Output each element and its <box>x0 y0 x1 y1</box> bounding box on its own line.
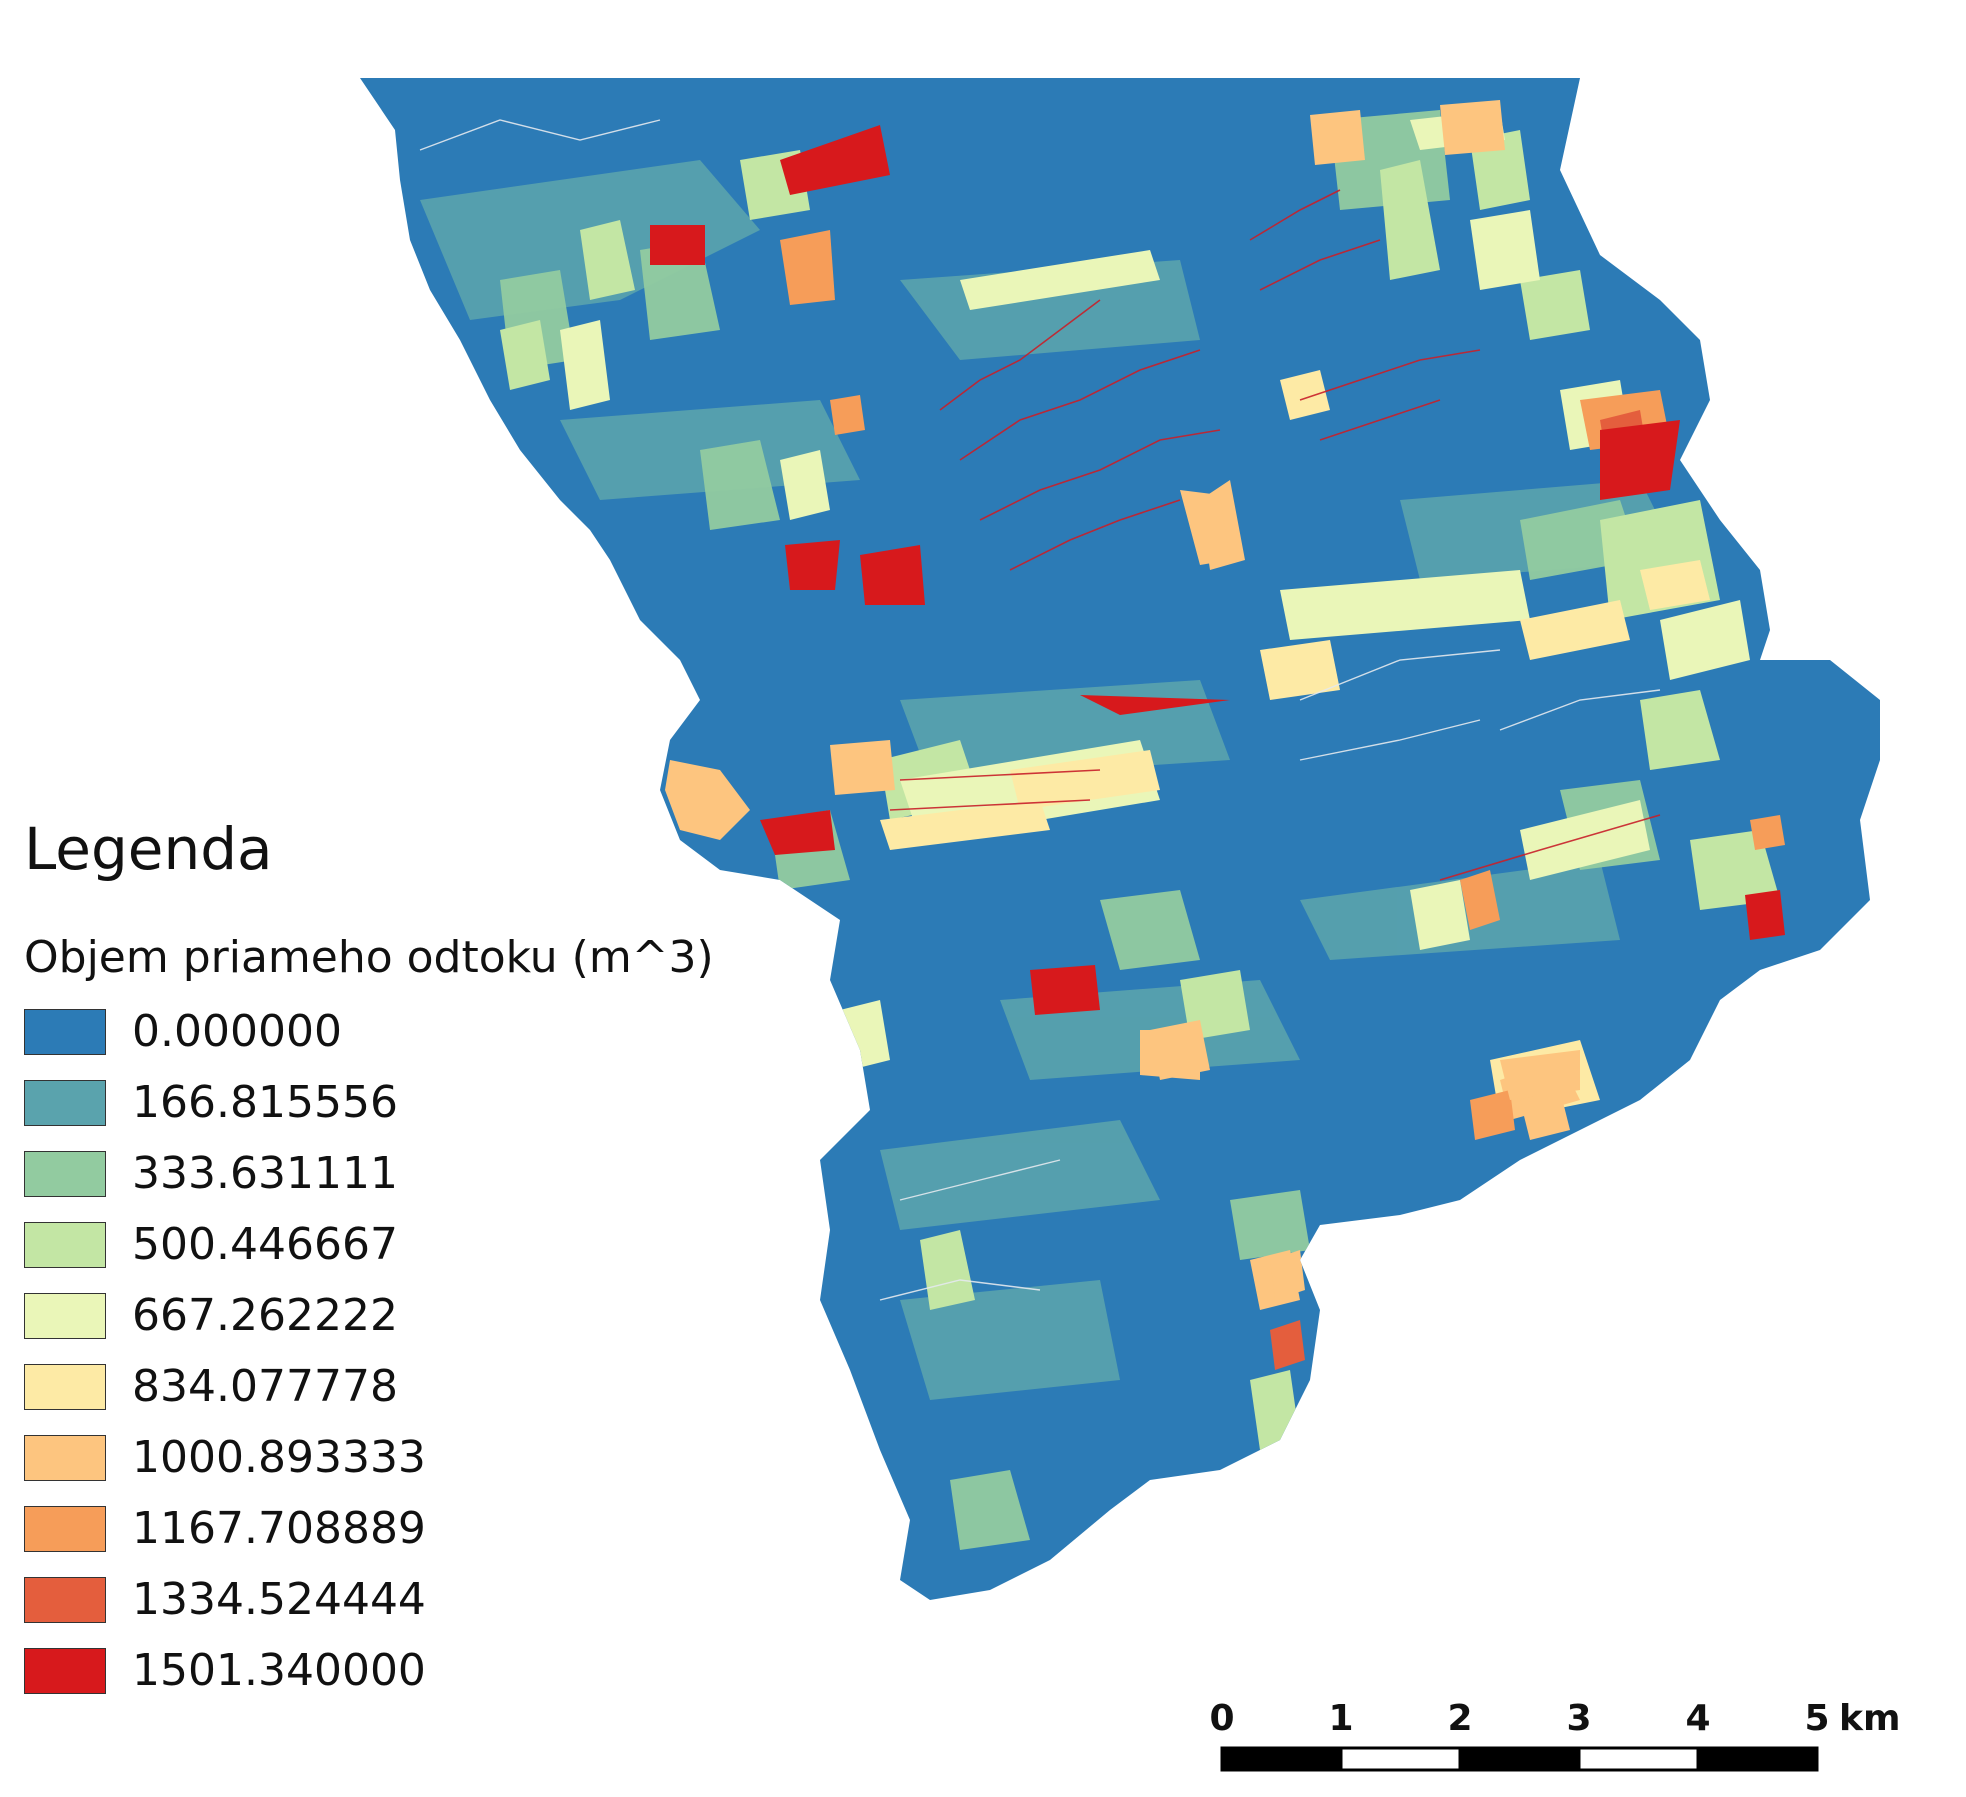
legend-title: Legenda <box>24 815 273 883</box>
legend-swatch <box>24 1647 106 1694</box>
scale-segment <box>1220 1746 1343 1772</box>
legend-item: 834.077778 <box>24 1351 714 1422</box>
legend-label: 0.000000 <box>132 1005 342 1057</box>
legend-label: 1000.893333 <box>132 1431 426 1483</box>
legend-item: 1000.893333 <box>24 1422 714 1493</box>
legend-subtitle: Objem priameho odtoku (m^3) <box>24 932 714 983</box>
legend-label: 1167.708889 <box>132 1502 426 1554</box>
legend-swatch <box>24 1150 106 1197</box>
scale-unit: km <box>1839 1698 1900 1739</box>
legend-item: 500.446667 <box>24 1209 714 1280</box>
legend-label: 166.815556 <box>132 1076 398 1128</box>
scale-segment <box>1696 1746 1819 1772</box>
legend-swatch <box>24 1363 106 1410</box>
scale-tick-label: 0 <box>1209 1698 1234 1739</box>
scale-tick-label: 1 <box>1328 1698 1353 1739</box>
legend: Legenda Objem priameho odtoku (m^3) 0.00… <box>24 820 714 1706</box>
legend-swatch <box>24 1221 106 1268</box>
legend-item: 1167.708889 <box>24 1493 714 1564</box>
legend-label: 1334.524444 <box>132 1573 426 1625</box>
scale-tick-label: 2 <box>1447 1698 1472 1739</box>
legend-swatch <box>24 1505 106 1552</box>
scale-segment <box>1339 1746 1462 1772</box>
scale-bar: 0 1 2 3 4 5 km <box>1209 1698 1900 1772</box>
scale-tick-label: 5 <box>1804 1698 1829 1739</box>
legend-item: 0.000000 <box>24 996 714 1067</box>
legend-label: 834.077778 <box>132 1360 398 1412</box>
scale-tick-label: 4 <box>1685 1698 1710 1739</box>
legend-item: 166.815556 <box>24 1067 714 1138</box>
legend-classes: 0.000000 166.815556 333.631111 500.446667 66… <box>24 996 714 1706</box>
legend-item: 1334.524444 <box>24 1564 714 1635</box>
legend-label: 667.262222 <box>132 1289 398 1341</box>
legend-label: 500.446667 <box>132 1218 398 1270</box>
legend-swatch <box>24 1434 106 1481</box>
scale-tick-label: 3 <box>1566 1698 1591 1739</box>
scale-segment <box>1458 1746 1581 1772</box>
legend-swatch <box>24 1008 106 1055</box>
legend-item: 333.631111 <box>24 1138 714 1209</box>
legend-item: 667.262222 <box>24 1280 714 1351</box>
legend-item: 1501.340000 <box>24 1635 714 1706</box>
legend-label: 333.631111 <box>132 1147 398 1199</box>
legend-swatch <box>24 1292 106 1339</box>
legend-swatch <box>24 1079 106 1126</box>
legend-label: 1501.340000 <box>132 1644 426 1696</box>
runoff-polygons <box>419 100 1785 1550</box>
scale-segment <box>1577 1746 1700 1772</box>
legend-swatch <box>24 1576 106 1623</box>
